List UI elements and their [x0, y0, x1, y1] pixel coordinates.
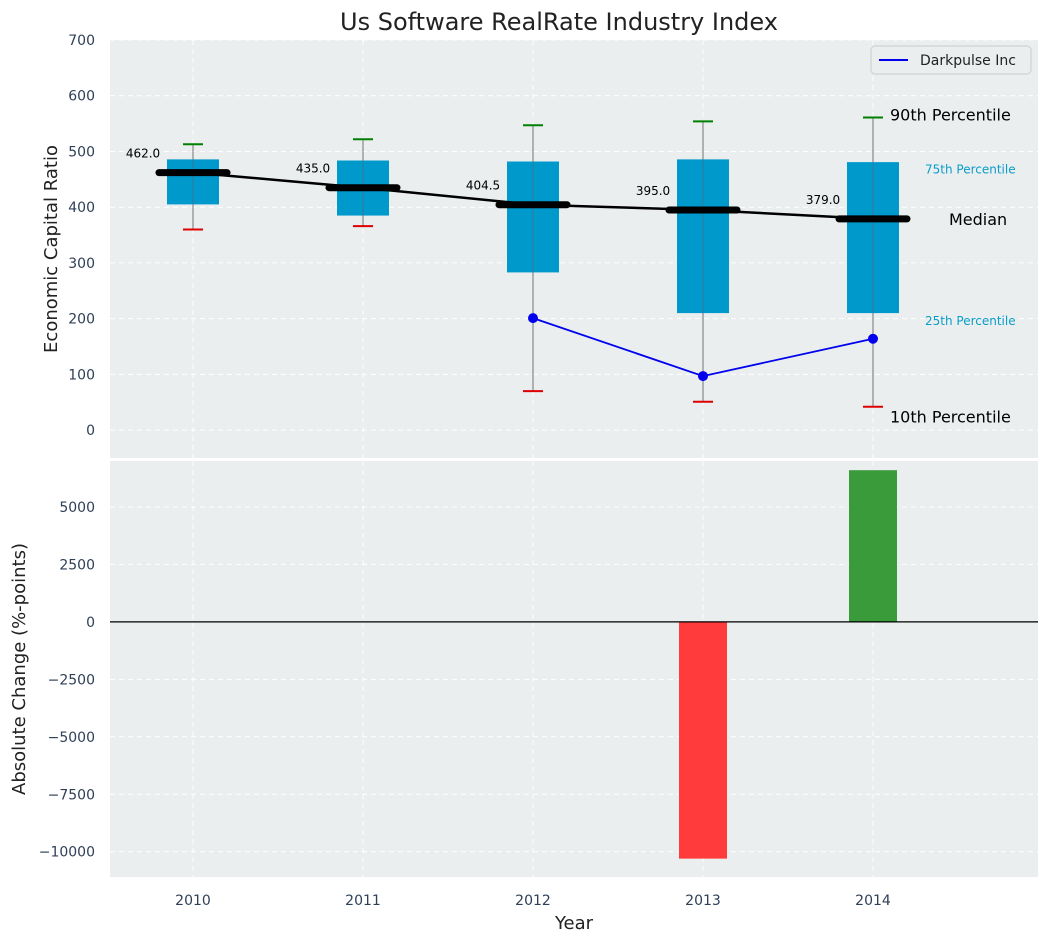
series-point	[698, 371, 708, 382]
bottom-y-axis-label: Absolute Change (%-points)	[9, 543, 30, 795]
top-y-tick-label: 400	[68, 200, 95, 216]
x-tick-label: 2013	[685, 893, 721, 909]
series-point	[528, 313, 538, 324]
bottom-y-tick-label: −2500	[48, 672, 95, 688]
top-y-tick-label: 500	[68, 144, 95, 160]
change-bar	[679, 621, 727, 859]
top-y-tick-label: 300	[68, 256, 95, 272]
x-tick-label: 2012	[515, 893, 551, 909]
legend: Darkpulse Inc	[870, 45, 1032, 75]
annotation-median: Median	[949, 210, 1007, 229]
top-y-tick-label: 100	[68, 367, 95, 383]
bottom-y-tick-label: −10000	[39, 845, 95, 861]
median-value-label: 395.0	[636, 184, 670, 198]
median-value-label: 379.0	[806, 193, 840, 207]
annotation-p25: 25th Percentile	[925, 314, 1016, 328]
x-ticks: 2010 2011 2012 2013 2014	[175, 893, 891, 909]
darkpulse-series	[528, 313, 878, 382]
bottom-y-tick-label: 0	[86, 615, 95, 631]
annotation-p90: 90th Percentile	[890, 105, 1011, 124]
legend-entry: Darkpulse Inc	[920, 53, 1016, 69]
change-bars	[110, 470, 1038, 859]
top-y-axis-label: Economic Capital Ratio	[41, 145, 62, 353]
x-tick-label: 2011	[345, 893, 381, 909]
bottom-y-tick-label: 2500	[59, 557, 95, 573]
bottom-y-tick-label: −7500	[48, 787, 95, 803]
median-value-label: 404.5	[466, 179, 500, 193]
bottom-y-tick-label: 5000	[59, 500, 95, 516]
top-y-tick-label: 0	[86, 423, 95, 439]
legend-box	[870, 45, 1032, 75]
top-y-tick-label: 700	[68, 33, 95, 49]
bottom-y-ticks: −10000 −7500 −5000 −2500 0 2500 5000	[39, 500, 95, 861]
x-tick-label: 2010	[175, 893, 211, 909]
x-tick-label: 2014	[855, 893, 891, 909]
top-y-ticks: 0 100 200 300 400 500 600 700	[68, 33, 95, 439]
series-point	[868, 333, 878, 344]
percentile-annotations: 90th Percentile 75th Percentile Median 25th…	[890, 105, 1016, 426]
top-y-tick-label: 200	[68, 312, 95, 328]
top-y-tick-label: 600	[68, 89, 95, 105]
x-axis-label: Year	[554, 913, 594, 934]
median-trend-line	[192, 171, 874, 221]
median-value-label: 462.0	[126, 147, 160, 161]
median-value-label: 435.0	[296, 162, 330, 176]
annotation-p10: 10th Percentile	[890, 408, 1011, 427]
annotation-p75: 75th Percentile	[925, 163, 1016, 177]
bottom-plot-area	[110, 461, 1038, 877]
median-polyline	[192, 171, 874, 221]
bottom-grid	[110, 461, 1038, 877]
bottom-y-tick-label: −5000	[48, 730, 95, 746]
chart-title: Us Software RealRate Industry Index	[340, 8, 778, 36]
change-bar	[849, 470, 897, 622]
